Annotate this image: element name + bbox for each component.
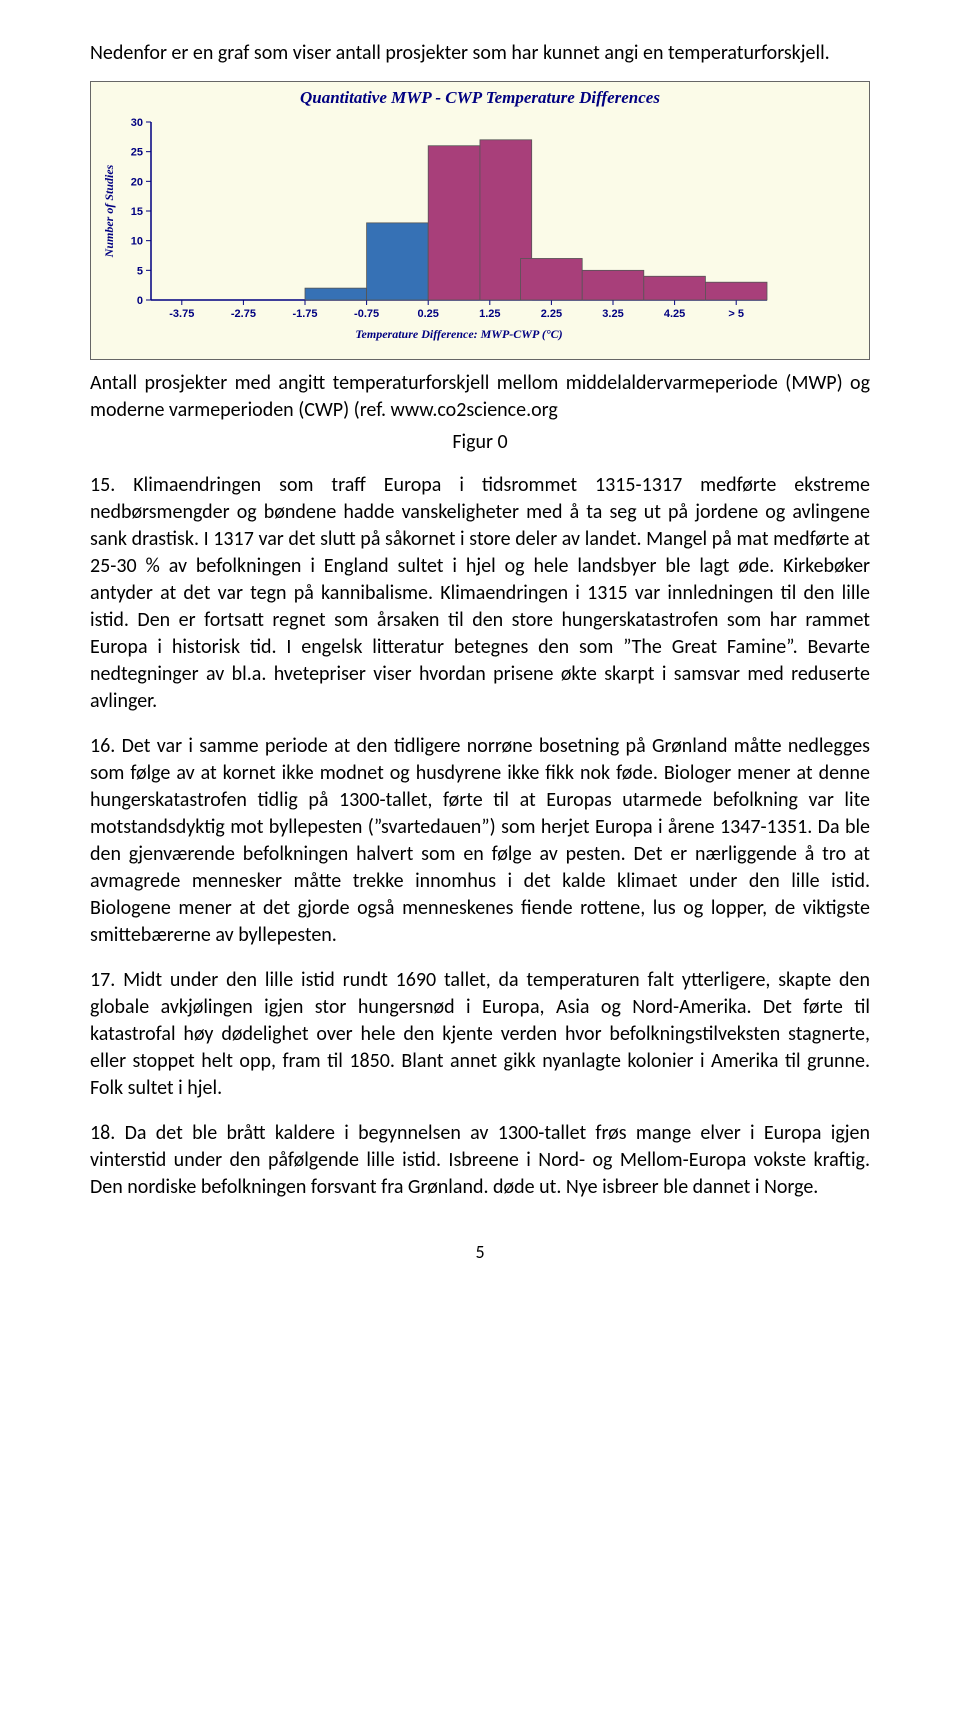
paragraph-15: 15. Klimaendringen som traff Europa i ti… bbox=[90, 472, 870, 715]
svg-text:Number of Studies: Number of Studies bbox=[102, 164, 116, 258]
chart-caption: Antall prosjekter med angitt temperaturf… bbox=[90, 370, 870, 424]
svg-text:25: 25 bbox=[131, 147, 143, 159]
svg-text:-0.75: -0.75 bbox=[354, 308, 379, 320]
svg-text:-2.75: -2.75 bbox=[231, 308, 256, 320]
svg-text:0: 0 bbox=[137, 295, 143, 307]
svg-text:2.25: 2.25 bbox=[541, 308, 562, 320]
svg-text:10: 10 bbox=[131, 236, 143, 248]
svg-text:> 5: > 5 bbox=[728, 308, 744, 320]
svg-text:3.25: 3.25 bbox=[602, 308, 623, 320]
svg-text:20: 20 bbox=[131, 176, 143, 188]
svg-text:5: 5 bbox=[137, 265, 143, 277]
chart-title: Quantitative MWP - CWP Temperature Diffe… bbox=[99, 88, 861, 108]
paragraph-17: 17. Midt under den lille istid rundt 169… bbox=[90, 967, 870, 1102]
document-page: Nedenfor er en graf som viser antall pro… bbox=[0, 0, 960, 1303]
svg-text:0.25: 0.25 bbox=[417, 308, 438, 320]
figure-label: Figur 0 bbox=[90, 430, 870, 454]
svg-text:Temperature Difference: MWP-CW: Temperature Difference: MWP-CWP (°C) bbox=[355, 327, 562, 341]
chart-container: Quantitative MWP - CWP Temperature Diffe… bbox=[90, 81, 870, 360]
paragraph-18: 18. Da det ble brått kaldere i begynnels… bbox=[90, 1120, 870, 1201]
intro-paragraph: Nedenfor er en graf som viser antall pro… bbox=[90, 40, 870, 67]
svg-text:30: 30 bbox=[131, 117, 143, 129]
svg-text:-1.75: -1.75 bbox=[292, 308, 317, 320]
bar-chart: 0 5 10 15 20 25 30 -3.75 -2.75 -1.75 -0.75 0.25 1.25… bbox=[99, 114, 779, 344]
svg-text:4.25: 4.25 bbox=[664, 308, 685, 320]
page-number: 5 bbox=[90, 1241, 870, 1263]
paragraph-16: 16. Det var i samme periode at den tidli… bbox=[90, 733, 870, 949]
svg-text:15: 15 bbox=[131, 206, 143, 218]
svg-text:-3.75: -3.75 bbox=[169, 308, 194, 320]
svg-text:1.25: 1.25 bbox=[479, 308, 500, 320]
